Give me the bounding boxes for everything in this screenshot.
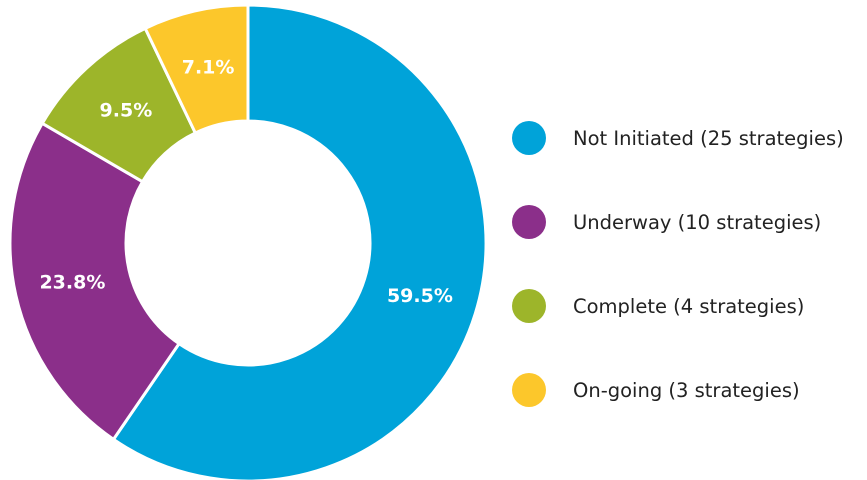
slice-value-label: 59.5% (387, 285, 453, 307)
legend-label: Not Initiated (25 strategies) (573, 126, 844, 150)
legend-label: On-going (3 strategies) (573, 378, 800, 402)
legend: Not Initiated (25 strategies) Underway (… (512, 96, 844, 432)
legend-item-complete: Complete (4 strategies) (512, 264, 844, 348)
legend-item-not-initiated: Not Initiated (25 strategies) (512, 96, 844, 180)
slice-value-label: 9.5% (100, 100, 153, 122)
legend-item-on-going: On-going (3 strategies) (512, 348, 844, 432)
legend-swatch (512, 373, 546, 407)
slice-labels: 59.5% 23.8% 9.5% 7.1% (39, 57, 452, 308)
legend-label: Underway (10 strategies) (573, 210, 822, 234)
slice-value-label: 7.1% (182, 57, 235, 79)
slices (8, 3, 488, 480)
pie-slice-on-going (143, 3, 250, 135)
legend-item-underway: Underway (10 strategies) (512, 180, 844, 264)
pie-slice-not-initiated (111, 3, 488, 480)
legend-swatch (512, 121, 546, 155)
legend-swatch (512, 205, 546, 239)
pie-slice-underway (8, 121, 182, 442)
legend-label: Complete (4 strategies) (573, 294, 805, 318)
slice-value-label: 23.8% (39, 272, 105, 294)
legend-swatch (512, 289, 546, 323)
